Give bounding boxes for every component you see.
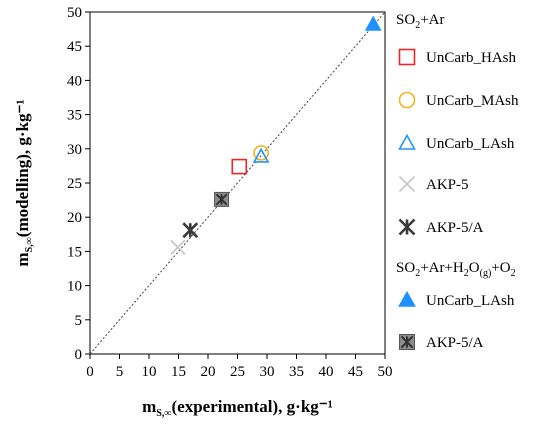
y-tick-label: 45 xyxy=(67,39,82,55)
x-tick-label: 40 xyxy=(319,364,334,380)
circle-marker xyxy=(253,145,269,161)
legend-entry-label: UnCarb_MAsh xyxy=(426,93,519,109)
legend-marker xyxy=(398,175,416,193)
x-tick-label: 35 xyxy=(289,364,304,380)
x-axis-title: mS,∞(experimental), g·kg⁻¹ xyxy=(142,397,333,419)
y-axis-title: mS,∞(modelling), g·kg⁻¹ xyxy=(13,99,35,266)
y-axis-title-main: m xyxy=(13,252,32,266)
x-tick-label: 5 xyxy=(116,364,124,380)
legend-entry-label: UnCarb_LAsh xyxy=(426,293,515,309)
y-tick-label: 10 xyxy=(67,279,82,295)
x-axis-title-subscript: S,∞ xyxy=(156,408,171,419)
legend-marker xyxy=(399,334,415,350)
legend-group-title-part: +Ar+H xyxy=(420,260,464,276)
legend-entry-label: AKP-5/A xyxy=(426,220,484,236)
x-tick-label: 15 xyxy=(171,364,186,380)
y-axis-title-subscript: S,∞ xyxy=(24,237,35,252)
legend-group-title-part: 2 xyxy=(415,20,420,31)
x-tick-label: 30 xyxy=(260,364,275,380)
y-tick-label: 40 xyxy=(67,73,82,89)
y-tick-label: 50 xyxy=(67,5,82,21)
x-axis-title-main: m xyxy=(142,397,156,416)
x-tick-label: 10 xyxy=(142,364,157,380)
x-axis-title-rest: (experimental), g·kg⁻¹ xyxy=(171,397,332,416)
y-axis-title-rest: (modelling), g·kg⁻¹ xyxy=(13,99,32,237)
legend-group-title: SO2+Ar xyxy=(396,12,444,31)
legend-group-title-part: 2 xyxy=(415,268,420,279)
data-point-akp-5-g0 xyxy=(170,239,186,255)
legend-group-title-part: SO xyxy=(396,260,415,276)
data-point-uncarb-mash-g0 xyxy=(253,145,269,161)
legend-group-title-part: 2 xyxy=(511,268,516,279)
y-tick-label: 35 xyxy=(67,108,82,124)
triangle-marker xyxy=(252,147,270,163)
triangle-marker xyxy=(398,133,416,150)
data-point-uncarb-hash-g0 xyxy=(231,158,248,175)
legend-entry-label: AKP-5/A xyxy=(426,335,484,351)
y-tick-label: 5 xyxy=(75,313,83,329)
legend-group-title-part: (g) xyxy=(480,268,492,279)
legend-entry: UnCarb_LAsh xyxy=(398,133,515,152)
data-point-uncarb-lash-g0 xyxy=(252,147,270,163)
data-point-akp-5-a-g0 xyxy=(182,222,199,239)
triangle-marker xyxy=(364,15,382,31)
x-axis-ticks: 0 5 10 15 20 25 30 35 40 45 50 xyxy=(86,354,393,380)
data-points xyxy=(170,15,382,255)
legend-entry: AKP-5/A xyxy=(398,218,484,236)
y-tick-label: 25 xyxy=(67,176,82,192)
x-tick-label: 0 xyxy=(86,364,94,380)
square-marker xyxy=(231,158,248,175)
legend-group-title-part: 2 xyxy=(464,268,469,279)
legend-entry-label: UnCarb_LAsh xyxy=(426,136,515,152)
legend-entry: AKP-5 xyxy=(398,175,469,193)
legend-marker xyxy=(398,91,416,109)
data-point-uncarb-lash-g1 xyxy=(364,15,382,31)
data-point-akp-5-a-g1 xyxy=(214,191,230,207)
legend-marker xyxy=(398,290,416,307)
legend-entry: UnCarb_HAsh xyxy=(398,48,516,66)
legend-marker xyxy=(398,133,416,150)
legend-group-title: SO2+Ar+H2O(g)+O2 xyxy=(396,260,516,279)
x-tick-label: 50 xyxy=(378,364,393,380)
legend-marker xyxy=(398,48,416,66)
legend-entry-label: AKP-5 xyxy=(426,177,469,193)
legend-entry-label: UnCarb_HAsh xyxy=(426,50,516,66)
y-tick-label: 15 xyxy=(67,244,82,260)
x-marker-stroke xyxy=(170,239,186,255)
legend-marker xyxy=(398,218,416,236)
square-marker xyxy=(398,48,416,66)
legend-entry: AKP-5/A xyxy=(399,334,484,351)
legend-group-title-part: SO xyxy=(396,12,415,28)
legend-group-title-part: O xyxy=(469,260,480,276)
x-tick-label: 25 xyxy=(230,364,245,380)
triangle-marker xyxy=(398,290,416,307)
legend-entry: UnCarb_MAsh xyxy=(398,91,519,109)
legend-group-title-part: +O xyxy=(491,260,510,276)
y-tick-label: 30 xyxy=(67,142,82,158)
circle-marker xyxy=(398,91,416,109)
x-tick-label: 20 xyxy=(201,364,216,380)
legend-group-title-part: +Ar xyxy=(420,12,444,28)
x-tick-label: 45 xyxy=(348,364,363,380)
legend-entry: UnCarb_LAsh xyxy=(398,290,515,309)
y-axis-ticks: 0 5 10 15 20 25 30 35 40 45 50 xyxy=(67,5,90,363)
reference-line-y-equals-x xyxy=(89,11,386,355)
y-tick-label: 0 xyxy=(75,347,83,363)
y-tick-label: 20 xyxy=(67,210,82,226)
x-marker-stroke xyxy=(398,175,416,193)
legend: SO2+ArSO2+Ar+H2O(g)+O2UnCarb_HAshUnCarb_… xyxy=(396,12,519,351)
